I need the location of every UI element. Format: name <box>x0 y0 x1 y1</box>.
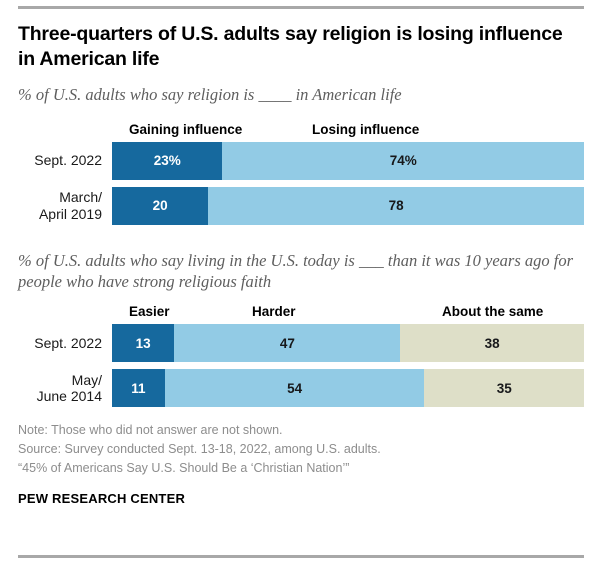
row-label: Sept. 2022 <box>18 335 112 352</box>
pew-research-center-brand: PEW RESEARCH CENTER <box>18 491 186 507</box>
legend-item-easier: Easier <box>129 304 170 320</box>
source-line: Source: Survey conducted Sept. 13-18, 20… <box>18 442 381 457</box>
bar-segment-losing-influence: 78 <box>208 186 584 225</box>
row-label-text-line2: June 2014 <box>36 388 102 405</box>
bar-segment-harder: 54 <box>164 369 425 408</box>
bottom-divider <box>18 555 584 558</box>
bar-track: 23% 74% <box>112 141 584 180</box>
top-divider <box>18 6 584 9</box>
chart-1-row-march-april-2019: March/ April 2019 20 78 <box>18 186 584 225</box>
legend-item-losing-influence: Losing influence <box>312 121 420 137</box>
chart-2: Easier Harder About the same Sept. 2022 … <box>18 304 584 408</box>
chart-2-row-may-june-2014: May/ June 2014 11 54 35 <box>18 369 584 408</box>
chart-1-legend: Gaining influence Losing influence <box>112 122 584 142</box>
row-label-text-line1: March/ <box>59 189 102 206</box>
bar-segment-about-the-same: 35 <box>424 369 584 408</box>
row-label-text: Sept. 2022 <box>34 152 102 169</box>
chart-2-legend: Easier Harder About the same <box>112 304 584 324</box>
bar-segment-easier: 13 <box>112 324 175 363</box>
bar-segment-easier: 11 <box>112 369 165 408</box>
row-label-text-line2: April 2019 <box>38 205 102 222</box>
bar-segment-harder: 47 <box>174 324 401 363</box>
legend-item-gaining-influence: Gaining influence <box>129 121 243 137</box>
chart-1: Gaining influence Losing influence Sept.… <box>18 122 584 225</box>
bar-segment-gaining-influence: 23% <box>112 141 223 180</box>
row-label-text: Sept. 2022 <box>34 335 102 352</box>
page-title: Three-quarters of U.S. adults say religi… <box>18 23 563 70</box>
bar-segment-about-the-same: 38 <box>400 324 584 363</box>
chart-2-subtitle: % of U.S. adults who say living in the U… <box>18 250 574 291</box>
bar-track: 13 47 38 <box>112 324 584 363</box>
bar-segment-losing-influence: 74% <box>222 141 584 180</box>
legend-item-harder: Harder <box>252 304 296 320</box>
bar-segment-gaining-influence: 20 <box>112 186 209 225</box>
legend-item-about-the-same: About the same <box>442 304 544 320</box>
report-title-line: “45% of Americans Say U.S. Should Be a ‘… <box>18 461 350 476</box>
chart-1-row-sept-2022: Sept. 2022 23% 74% <box>18 141 584 180</box>
chart-1-subtitle: % of U.S. adults who say religion is ___… <box>18 85 402 105</box>
row-label: May/ June 2014 <box>18 372 112 405</box>
chart-2-row-sept-2022: Sept. 2022 13 47 38 <box>18 324 584 363</box>
bar-track: 20 78 <box>112 186 584 225</box>
bar-track: 11 54 35 <box>112 369 584 408</box>
row-label-text-line1: May/ <box>71 371 102 388</box>
footnotes: Note: Those who did not answer are not s… <box>18 421 584 478</box>
row-label: Sept. 2022 <box>18 152 112 169</box>
note-line: Note: Those who did not answer are not s… <box>18 423 283 438</box>
row-label: March/ April 2019 <box>18 189 112 222</box>
